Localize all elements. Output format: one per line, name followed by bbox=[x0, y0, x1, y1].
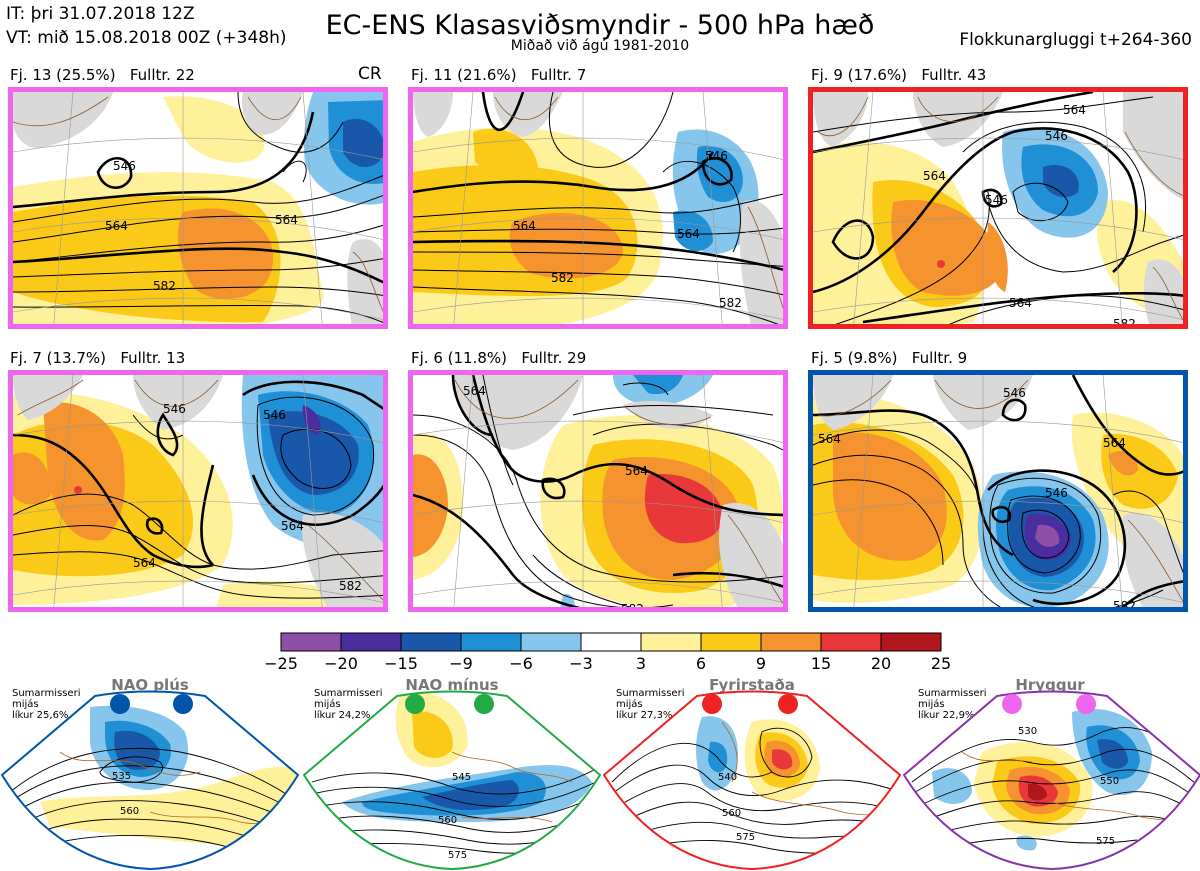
contour-label: 540 bbox=[718, 772, 737, 783]
contour-label: 582 bbox=[1113, 317, 1136, 329]
cluster-map-5-svg: 564 564 582 bbox=[413, 375, 783, 612]
regime-note: Sumarmisseri mijás líkur 22,9% bbox=[918, 688, 987, 721]
colorbar-tick-label: 20 bbox=[870, 654, 892, 673]
colorbar-swatch bbox=[400, 632, 462, 652]
colorbar bbox=[280, 632, 942, 652]
contour-label: 564 bbox=[105, 219, 128, 233]
contour-label: 564 bbox=[1009, 296, 1032, 310]
colorbar-tick-label: 3 bbox=[635, 654, 647, 673]
contour-label: 582 bbox=[339, 579, 362, 593]
colorbar-swatch bbox=[760, 632, 822, 652]
colorbar-swatch bbox=[640, 632, 702, 652]
contour-label: 560 bbox=[438, 815, 457, 826]
cluster-5-title: Fj. 6 (11.8%) Fulltr. 29 bbox=[411, 349, 587, 367]
cluster-4-title: Fj. 7 (13.7%) Fulltr. 13 bbox=[10, 349, 186, 367]
page-title: EC-ENS Klasasviðsmyndir - 500 hPa hæð bbox=[325, 10, 875, 41]
colorbar-swatch bbox=[820, 632, 882, 652]
colorbar-swatch bbox=[340, 632, 402, 652]
contour-label: 564 bbox=[677, 227, 700, 241]
cr-label: CR bbox=[358, 64, 382, 84]
cluster-map-2-svg: 546 564 582 564 582 bbox=[413, 92, 783, 324]
init-time: IT: þri 31.07.2018 12Z bbox=[6, 4, 195, 24]
colorbar-tick-label: 6 bbox=[695, 654, 707, 673]
contour-label: 564 bbox=[1103, 436, 1126, 450]
cluster-2-title: Fj. 11 (21.6%) Fulltr. 7 bbox=[411, 66, 587, 84]
regime-map-nao-plus: 535 560 bbox=[0, 690, 300, 871]
colorbar-tick-label: −9 bbox=[449, 654, 473, 673]
colorbar-swatch bbox=[460, 632, 522, 652]
contour-label: 582 bbox=[719, 296, 742, 310]
contour-label: 546 bbox=[113, 159, 136, 173]
contour-label: 550 bbox=[1100, 776, 1119, 787]
regime-title: Fyrirstaða bbox=[709, 676, 795, 694]
colorbar-tick-label: 25 bbox=[930, 654, 952, 673]
cluster-map-5: 564 564 582 bbox=[408, 370, 788, 612]
regime-note: Sumarmisseri mijás líkur 27,3% bbox=[616, 688, 685, 721]
page-subtitle: Miðað við ágú 1981-2010 bbox=[510, 38, 690, 54]
valid-time: VT: mið 15.08.2018 00Z (+348h) bbox=[6, 28, 287, 48]
contour-label: 564 bbox=[275, 213, 298, 227]
contour-label: 582 bbox=[551, 271, 574, 285]
colorbar-swatch bbox=[280, 632, 342, 652]
contour-label: 546 bbox=[263, 408, 286, 422]
contour-label: 560 bbox=[722, 808, 741, 819]
colorbar-tick-label: −6 bbox=[509, 654, 533, 673]
contour-label: 545 bbox=[452, 772, 471, 783]
regime-title: Hryggur bbox=[1015, 676, 1085, 694]
contour-label: 564 bbox=[513, 219, 536, 233]
cluster-3-title: Fj. 9 (17.6%) Fulltr. 43 bbox=[811, 66, 987, 84]
contour-label: 546 bbox=[1003, 386, 1026, 400]
cluster-map-3-svg: 564 546 564 546 564 582 bbox=[813, 92, 1183, 329]
contour-label: 582 bbox=[153, 279, 176, 293]
regime-title: NAO mínus bbox=[405, 676, 499, 694]
contour-label: 575 bbox=[1096, 836, 1115, 847]
contour-label: 546 bbox=[985, 193, 1008, 207]
contour-label: 564 bbox=[818, 432, 841, 446]
cluster-map-1-svg: 546 564 582 564 bbox=[13, 92, 383, 324]
contour-label: 564 bbox=[133, 556, 156, 570]
colorbar-tick-label: 9 bbox=[755, 654, 767, 673]
colorbar-tick-label: −20 bbox=[324, 654, 358, 673]
cluster-map-6-svg: 546 564 546 564 582 bbox=[813, 375, 1183, 612]
regime-note: Sumarmisseri mijás líkur 24,2% bbox=[314, 688, 383, 721]
regime-map-ridge: 530 550 575 bbox=[902, 690, 1200, 871]
cluster-map-2: 546 564 582 564 582 bbox=[408, 87, 788, 329]
contour-label: 564 bbox=[923, 169, 946, 183]
colorbar-tick-label: −15 bbox=[384, 654, 418, 673]
regime-map-nao-minus: 545 560 575 bbox=[302, 690, 602, 871]
colorbar-swatch bbox=[700, 632, 762, 652]
cluster-6-title: Fj. 5 (9.8%) Fulltr. 9 bbox=[811, 349, 968, 367]
colorbar-swatch bbox=[520, 632, 582, 652]
colorbar-tick-label: −25 bbox=[264, 654, 298, 673]
cluster-map-3: 564 546 564 546 564 582 bbox=[808, 87, 1188, 329]
classification-window: Flokkunargluggi t+264-360 bbox=[959, 30, 1192, 50]
contour-label: 535 bbox=[112, 771, 131, 782]
cluster-map-6: 546 564 546 564 582 bbox=[808, 370, 1188, 612]
contour-label: 564 bbox=[463, 384, 486, 398]
contour-label: 564 bbox=[281, 519, 304, 533]
contour-label: 564 bbox=[1063, 103, 1086, 117]
regime-map-blocking: 540 560 575 bbox=[602, 690, 902, 871]
cluster-map-1: 546 564 582 564 bbox=[8, 87, 388, 329]
contour-label: 546 bbox=[705, 149, 728, 163]
cluster-map-4: 546 546 564 564 582 bbox=[8, 370, 388, 612]
contour-label: 575 bbox=[448, 850, 467, 861]
contour-label: 546 bbox=[163, 402, 186, 416]
colorbar-tick-label: 15 bbox=[810, 654, 832, 673]
cluster-map-4-svg: 546 546 564 564 582 bbox=[13, 375, 383, 607]
contour-label: 560 bbox=[120, 806, 139, 817]
colorbar-tick-label: −3 bbox=[569, 654, 593, 673]
regime-note: Sumarmisseri mijás líkur 25,6% bbox=[12, 688, 81, 721]
contour-label: 546 bbox=[1045, 129, 1068, 143]
contour-label: 546 bbox=[1045, 486, 1068, 500]
contour-label: 564 bbox=[625, 464, 648, 478]
contour-label: 530 bbox=[1018, 726, 1037, 737]
colorbar-swatch bbox=[580, 632, 642, 652]
contour-label: 582 bbox=[621, 602, 644, 612]
contour-label: 575 bbox=[736, 832, 755, 843]
contour-label: 582 bbox=[1113, 599, 1136, 612]
colorbar-swatch bbox=[880, 632, 942, 652]
cluster-1-title: Fj. 13 (25.5%) Fulltr. 22 bbox=[10, 66, 195, 84]
regime-title: NAO plús bbox=[111, 676, 189, 694]
